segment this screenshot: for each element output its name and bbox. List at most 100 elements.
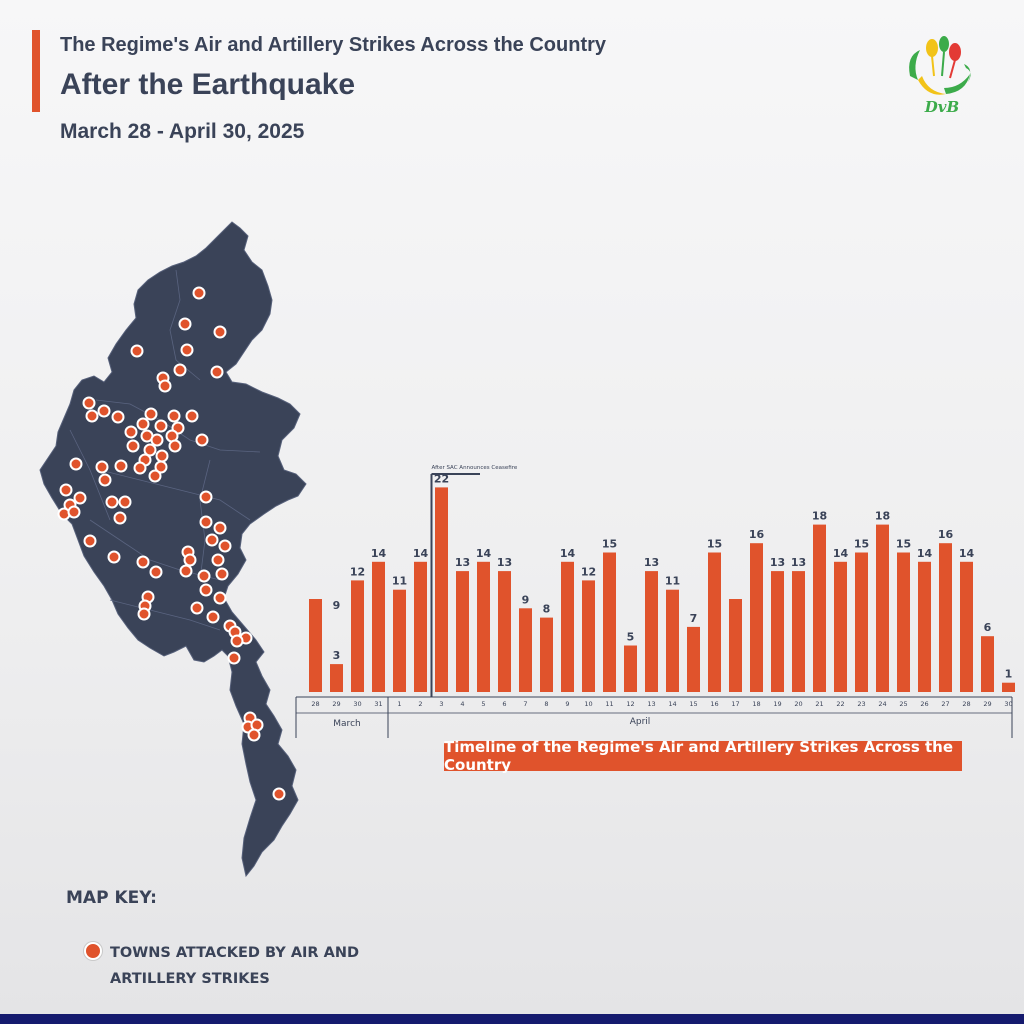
bar: [393, 589, 406, 692]
bar: [876, 524, 889, 692]
x-tick-label: 9: [565, 700, 569, 708]
bar: [582, 580, 595, 692]
x-tick-label: 28: [311, 700, 319, 708]
x-tick-label: 10: [584, 700, 592, 708]
bar-value-label: 15: [707, 538, 722, 551]
bar: [351, 580, 364, 692]
bar-value-label: 11: [392, 575, 407, 588]
bar-value-label: 3: [333, 649, 341, 662]
x-tick-label: 8: [544, 700, 548, 708]
bar-value-label: 15: [896, 538, 911, 551]
x-tick-label: 30: [353, 700, 361, 708]
bar-value-label: 6: [984, 621, 992, 634]
bar: [897, 552, 910, 692]
bar-value-label: 13: [770, 556, 785, 569]
bar: [414, 561, 427, 692]
chart-title: Timeline of the Regime's Air and Artille…: [444, 738, 962, 774]
bar-value-label: 14: [917, 547, 933, 560]
bar-value-label: 11: [665, 575, 680, 588]
date-range: March 28 - April 30, 2025: [60, 120, 305, 143]
bar-value-label: 13: [791, 556, 806, 569]
bar-value-label: 16: [749, 528, 765, 541]
title-line-2: After the Earthquake: [60, 68, 356, 101]
bar: [666, 589, 679, 692]
bar-value-label: 8: [543, 603, 551, 616]
bar-value-label: 18: [812, 510, 827, 523]
x-tick-label: 11: [605, 700, 613, 708]
bar: [939, 543, 952, 692]
x-tick-label: 7: [523, 700, 527, 708]
x-tick-label: 29: [332, 700, 340, 708]
floating-value-label: 9: [333, 599, 341, 612]
bar: [456, 571, 469, 692]
accent-bar: [32, 30, 40, 112]
x-tick-label: 26: [920, 700, 928, 708]
bar: [372, 561, 385, 692]
bar: [1002, 682, 1015, 692]
bar-value-label: 14: [560, 547, 576, 560]
bar-value-label: 12: [581, 565, 596, 578]
bar: [498, 571, 511, 692]
x-tick-label: 31: [374, 700, 382, 708]
bar-value-label: 1: [1005, 668, 1013, 681]
logo-text: DvB: [924, 98, 959, 116]
x-tick-label: 2: [418, 700, 422, 708]
title-line-1: The Regime's Air and Artillery Strikes A…: [60, 34, 607, 56]
strike-markers: [57, 286, 286, 801]
bar-value-label: 14: [371, 547, 387, 560]
bar-value-label: 15: [854, 538, 869, 551]
map-outline: [39, 221, 307, 878]
x-tick-label: 23: [857, 700, 865, 708]
x-tick-label: 6: [502, 700, 506, 708]
bar: [918, 561, 931, 692]
bar-value-label: 5: [627, 631, 635, 644]
bar: [855, 552, 868, 692]
x-tick-label: 15: [689, 700, 697, 708]
bar: [309, 599, 322, 692]
bar-value-label: 9: [522, 593, 530, 606]
bar: [561, 561, 574, 692]
x-tick-label: 22: [836, 700, 844, 708]
bar: [330, 664, 343, 692]
footer-bar: [0, 1014, 1024, 1024]
x-tick-label: 27: [941, 700, 949, 708]
bar: [624, 645, 637, 692]
bar-value-label: 12: [350, 565, 365, 578]
bar: [771, 571, 784, 692]
bar: [540, 617, 553, 692]
bar: [477, 561, 490, 692]
bar-value-label: 18: [875, 510, 890, 523]
group-label-april: April: [630, 717, 651, 727]
bar-value-label: 16: [938, 528, 954, 541]
map-key-title: MAP KEY:: [66, 888, 157, 908]
x-tick-label: 21: [815, 700, 823, 708]
bar: [603, 552, 616, 692]
x-tick-label: 19: [773, 700, 781, 708]
x-tick-label: 18: [752, 700, 760, 708]
x-tick-label: 12: [626, 700, 634, 708]
bar: [960, 561, 973, 692]
bar: [435, 487, 448, 692]
bar-value-label: 13: [497, 556, 512, 569]
x-tick-label: 17: [731, 700, 739, 708]
bar-value-label: 13: [455, 556, 470, 569]
bar: [792, 571, 805, 692]
x-tick-label: 29: [983, 700, 991, 708]
x-tick-label: 13: [647, 700, 655, 708]
bar-value-label: 14: [959, 547, 975, 560]
x-tick-label: 1: [397, 700, 401, 708]
bar-value-label: 15: [602, 538, 617, 551]
x-tick-label: 5: [481, 700, 485, 708]
x-tick-label: 25: [899, 700, 907, 708]
group-label-march: March: [333, 719, 360, 729]
x-tick-label: 28: [962, 700, 970, 708]
dvb-logo: DvB: [909, 36, 971, 116]
bar: [834, 561, 847, 692]
map-key-item-line1: TOWNS ATTACKED BY AIR AND: [110, 945, 360, 961]
bar-value-label: 14: [476, 547, 492, 560]
bar-value-label: 13: [644, 556, 659, 569]
bar: [519, 608, 532, 692]
bar-value-label: 22: [434, 472, 449, 485]
map-key-item: TOWNS ATTACKED BY AIR AND ARTILLERY STRI…: [110, 940, 370, 992]
